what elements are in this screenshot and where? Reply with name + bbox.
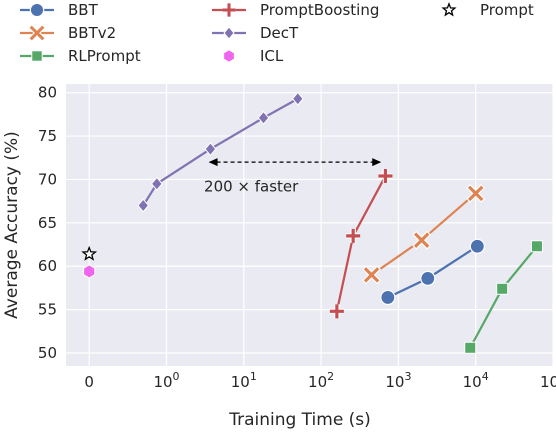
series-dect: [137, 91, 304, 213]
data-point-promptboosting: [378, 168, 393, 183]
data-point-bbtv2: [466, 183, 486, 203]
data-point-rlprompt: [530, 240, 543, 253]
data-point-bbt: [469, 238, 485, 254]
data-point-bbtv2: [412, 230, 432, 250]
y-tick-label: 80: [38, 84, 57, 102]
y-tick-label: 70: [38, 170, 57, 188]
data-layer: [81, 91, 543, 354]
annotation-text: 200 × faster: [204, 177, 299, 195]
legend-label-bbt: BBT: [68, 1, 99, 19]
data-point-dect: [204, 142, 217, 157]
series-bbtv2: [362, 183, 486, 285]
data-point-dect: [291, 91, 304, 106]
series-icl: [83, 264, 96, 279]
legend-label-prompt: Prompt: [480, 1, 534, 19]
legend-item-promptboosting: PromptBoosting: [212, 1, 379, 19]
data-point-rlprompt: [464, 341, 477, 354]
data-point-bbt: [420, 270, 436, 286]
data-point-dect: [150, 176, 163, 191]
plot-area: [66, 84, 553, 366]
data-point-icl: [83, 264, 96, 279]
data-point-dect: [257, 110, 270, 125]
legend-label-bbtv2: BBTv2: [68, 24, 116, 42]
y-tick-label: 60: [38, 257, 57, 275]
legend: BBT BBTv2 RLPrompt PromptBoosting DecT ICL Pro…: [20, 1, 534, 65]
data-point-prompt: [81, 245, 98, 261]
y-tick-label: 50: [38, 344, 57, 362]
data-point-bbtv2: [362, 265, 381, 285]
legend-item-rlprompt: RLPrompt: [20, 47, 141, 65]
series-rlprompt: [464, 240, 543, 354]
legend-item-bbtv2: BBTv2: [20, 24, 116, 42]
legend-marker-promptboosting: [222, 3, 236, 17]
annotation-arrow: [208, 158, 382, 167]
data-point-bbt: [380, 289, 396, 306]
legend-marker-bbtv2: [28, 24, 46, 42]
legend-item-prompt: Prompt: [441, 1, 534, 19]
series-promptboosting: [329, 168, 393, 319]
data-point-rlprompt: [496, 282, 509, 295]
x-axis-title: Training Time (s): [228, 410, 371, 430]
y-tick-label: 75: [38, 127, 57, 145]
legend-label-rlprompt: RLPrompt: [68, 47, 141, 65]
legend-marker-dect: [223, 26, 235, 40]
legend-marker-prompt: [441, 2, 457, 17]
annotation-layer: 200 × faster: [204, 158, 382, 195]
y-axis-title: Average Accuracy (%): [2, 131, 22, 319]
legend-label-icl: ICL: [260, 47, 284, 65]
grid: [66, 84, 554, 366]
legend-marker-bbt: [29, 2, 45, 18]
legend-item-bbt: BBT: [20, 1, 99, 19]
legend-label-promptboosting: PromptBoosting: [260, 1, 379, 19]
data-point-dect: [137, 198, 150, 213]
y-tick-label: 55: [38, 301, 57, 319]
x-tick-label: 105: [540, 370, 556, 391]
legend-label-dect: DecT: [260, 24, 299, 42]
x-tick-label: 0: [84, 373, 94, 391]
legend-item-icl: ICL: [223, 47, 284, 65]
legend-marker-icl: [223, 49, 235, 63]
data-point-promptboosting: [346, 228, 361, 243]
data-point-promptboosting: [329, 304, 344, 319]
legend-marker-rlprompt: [31, 50, 43, 62]
y-tick-label: 65: [38, 214, 57, 232]
legend-item-dect: DecT: [212, 24, 299, 42]
series-bbt: [380, 238, 485, 306]
series-prompt: [81, 245, 98, 261]
